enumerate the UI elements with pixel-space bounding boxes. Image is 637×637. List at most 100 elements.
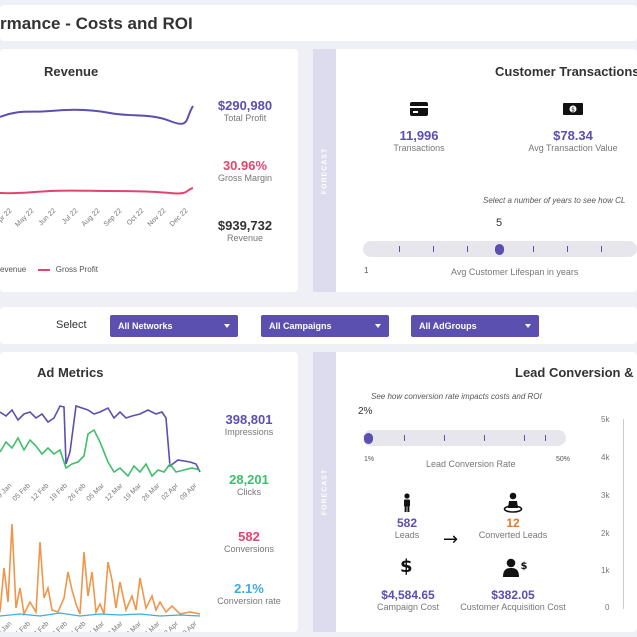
lifespan-slider-handle[interactable] [495,244,504,255]
ad-date-tick: 19 Mar [123,620,144,632]
svg-text:$: $ [521,561,528,572]
transactions-kpi: 11,996 Transactions [383,128,455,153]
avg-transaction-label: Avg Transaction Value [528,143,618,153]
impressions-value: 398,801 [225,412,273,427]
networks-dropdown[interactable]: All Networks [110,315,238,337]
lead-conversion-hint: See how conversion rate impacts costs an… [371,392,542,401]
conversion-rate-slider-handle[interactable] [364,433,373,444]
revenue-chart: pr 22 May 22 Jun 22 Jul 22 Aug 22 Sep 22 Oct 2… [0,105,194,229]
transactions-label: Transactions [393,143,445,153]
revenue-x-tick: May 22 [14,207,35,228]
rate-slider-max: 50% [556,456,571,463]
leads-value: 582 [396,516,418,530]
revenue-kpi-1: $290,980 Total Profit [212,98,278,123]
conversions-label: Conversions [223,544,275,554]
legend-profit-label: Gross Profit [55,265,98,274]
ad-date-tick: 26 Mar [141,482,162,503]
ad-metrics-title: Ad Metrics [37,365,104,380]
cac-kpi: $382.05 Customer Acquisition Cost [453,588,573,612]
ad-date-tick: 19 Feb [49,482,69,502]
lifespan-min: 1 [364,266,369,275]
ad-date-tick: 12 Mar [104,620,125,632]
user-dollar-icon: $ [503,558,528,577]
y-tick-1k: 1k [601,566,610,575]
campaign-cost-value: $4,584.65 [381,588,435,602]
page-title: rmance - Costs and ROI [0,14,193,33]
impressions-label: Impressions [224,427,274,437]
ad-date-tick: 12 Mar [104,482,125,503]
rate-slider-label: Lead Conversion Rate [426,459,516,469]
conversion-rate-line [0,612,201,617]
leads-kpi: 582 Leads [377,516,437,540]
adgroups-dropdown-value: All AdGroups [419,321,477,331]
revenue-x-tick: Oct 22 [126,207,146,227]
impressions-kpi: 398,801 Impressions [212,412,286,437]
y-tick-5k: 5k [601,415,610,424]
forecast-strip-bottom: FORECAST [313,352,336,632]
ad-date-tick: 19 Mar [123,482,144,503]
avg-transaction-kpi: $78.34 Avg Transaction Value [513,128,633,153]
networks-dropdown-value: All Networks [118,321,173,331]
dollar-icon: $ [400,556,413,577]
campaigns-dropdown-value: All Campaigns [269,321,332,331]
chevron-down-icon [375,324,381,328]
conversion-rate-slider[interactable] [363,430,566,446]
impressions-line [0,404,201,473]
ad-date-tick: 05 Mar [86,482,107,503]
campaigns-dropdown[interactable]: All Campaigns [261,315,389,337]
revenue-x-tick: Nov 22 [147,207,168,228]
forecast-strip-top: FORECAST [313,49,336,292]
ad-date-tick: 12 Feb [30,482,50,502]
rate-slider-min: 1% [364,456,375,463]
campaign-cost-label: Campaign Cost [376,602,440,612]
arrow-right-icon: → [443,529,459,550]
gross-margin-label: Gross Margin [217,173,272,183]
conversion-rate-kpi: 2.1% Conversion rate [212,581,286,606]
gross-profit-line [0,187,194,195]
lifespan-slider-label: Avg Customer Lifespan in years [451,267,579,277]
revenue-legend: evenue Gross Profit [0,265,98,274]
converted-leads-kpi: 12 Converted Leads [473,516,553,540]
ad-date-tick: 12 Feb [30,620,50,632]
ad-date-tick: 26 Mar [141,620,162,632]
clicks-kpi: 28,201 Clicks [212,472,286,497]
chevron-down-icon [525,324,531,328]
filter-label: Select [56,319,87,331]
total-profit-value: $290,980 [217,98,273,113]
converted-leads-value: 12 [506,516,520,530]
converted-user-icon [503,492,523,513]
lifespan-value: 5 [496,217,503,229]
ad-date-tick: 26 Feb [67,620,87,632]
ad-date-tick: 02 Apr [161,482,181,502]
legend-profit-swatch [38,268,51,271]
chevron-down-icon [224,324,230,328]
cac-value: $382.05 [491,588,535,602]
revenue-kpi-2: 30.96% Gross Margin [212,158,278,183]
filter-bar: Select All Networks All Campaigns All Ad… [0,307,637,344]
revenue-x-ticks: pr 22 May 22 Jun 22 Jul 22 Aug 22 Sep 22 Oct 2… [0,207,189,228]
revenue-x-tick: Sep 22 [103,207,124,228]
ad-date-tick: 19 Feb [49,620,69,632]
converted-leads-label: Converted Leads [478,530,548,540]
person-icon [404,493,410,512]
y-tick-2k: 2k [601,529,610,538]
revenue-x-tick: Aug 22 [81,207,102,228]
revenue-label: Revenue [226,233,264,243]
ad-date-tick: 05 Mar [86,620,107,632]
adgroups-dropdown[interactable]: All AdGroups [411,315,539,337]
ad-metrics-card: Ad Metrics 29 Jan 05 Feb 12 Feb 19 Feb 26 Fe… [0,352,298,632]
revenue-x-tick: Dec 22 [169,207,190,228]
y-tick-0: 0 [605,603,610,612]
lead-conversion-title: Lead Conversion & RO [515,365,637,380]
legend-revenue-label: evenue [0,265,27,274]
clicks-value: 28,201 [229,472,269,487]
ad-date-tick: 02 Apr [161,620,181,632]
chart-axis [623,419,624,609]
gross-margin-value: 30.96% [222,158,268,173]
card-icon [410,102,428,116]
lifespan-slider[interactable] [363,241,637,257]
lifespan-hint: Select a number of years to see how CL [483,196,626,205]
